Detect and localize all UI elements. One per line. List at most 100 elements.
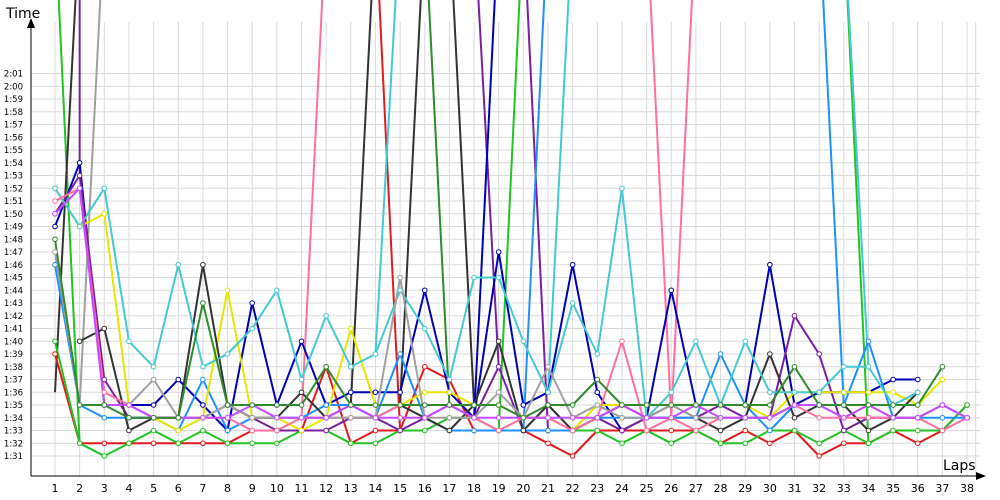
data-point [224, 440, 231, 447]
data-point [446, 376, 453, 383]
data-point [471, 402, 477, 408]
data-point [397, 351, 403, 357]
data-point [865, 363, 872, 370]
y-tick-label: 1:49 [4, 223, 23, 233]
data-point [865, 427, 872, 434]
data-point [841, 389, 847, 396]
data-point [200, 300, 206, 306]
data-point [693, 338, 699, 345]
x-tick-label: 8 [224, 482, 231, 495]
data-point [767, 427, 773, 434]
data-point [101, 389, 108, 396]
series-spike [670, 0, 693, 418]
series-spike [300, 0, 324, 418]
data-point [520, 338, 527, 345]
data-point [52, 210, 58, 217]
x-tick-label: 35 [886, 482, 900, 495]
y-tick-label: 1:43 [4, 299, 23, 309]
x-tick-label: 3 [101, 482, 108, 495]
data-point [890, 414, 896, 421]
data-point [569, 261, 576, 268]
data-point [569, 414, 576, 421]
data-point [693, 427, 699, 434]
data-point [816, 414, 822, 421]
data-point [594, 389, 601, 396]
data-point [126, 338, 132, 345]
data-point [200, 402, 206, 408]
data-point [767, 414, 773, 421]
series-spike [399, 0, 422, 406]
y-tick-label: 1:35 [4, 401, 23, 411]
x-tick-label: 9 [249, 482, 256, 495]
data-point [865, 389, 872, 396]
data-point [249, 300, 255, 306]
y-tick-label: 1:47 [4, 248, 23, 258]
data-point [224, 427, 231, 434]
x-tick-label: 25 [640, 482, 654, 495]
data-point [348, 414, 354, 421]
data-point [619, 185, 625, 192]
data-point [816, 440, 822, 447]
y-tick-label: 1:41 [4, 325, 23, 335]
y-tick-label: 1:45 [4, 274, 23, 284]
data-point [865, 338, 872, 345]
data-point [200, 414, 206, 421]
data-point [939, 427, 946, 434]
data-point [964, 402, 970, 408]
data-point [298, 427, 305, 434]
data-point [348, 440, 354, 447]
data-point [200, 261, 206, 268]
data-point [200, 440, 206, 447]
data-point [495, 249, 502, 255]
y-tick-label: 2:00 [4, 82, 23, 92]
x-tick-label: 17 [442, 482, 456, 495]
data-point [816, 453, 822, 459]
data-point [200, 427, 206, 434]
data-point [446, 402, 453, 408]
data-point [76, 223, 83, 230]
x-tick-label: 32 [812, 482, 826, 495]
data-point [545, 389, 551, 396]
data-point [619, 414, 625, 421]
data-point [791, 312, 798, 319]
data-point [742, 402, 749, 408]
data-point [421, 427, 428, 434]
x-tick-label: 31 [788, 482, 802, 495]
data-point [619, 427, 625, 434]
data-point [249, 414, 255, 421]
data-point [594, 402, 601, 408]
data-point [816, 389, 822, 396]
data-point [76, 338, 83, 345]
data-point [841, 440, 847, 447]
series-spike [477, 0, 500, 367]
y-tick-label: 1:32 [4, 439, 23, 449]
data-point [939, 376, 946, 383]
x-tick-labels: 1 2 3 4 5 6 7 8 9 10 11 12 13 14 15 16 17 18 19 20 21 22 23 24 2… [52, 482, 975, 495]
y-tick-label: 1:56 [4, 133, 23, 143]
data-point [767, 440, 773, 447]
data-point [717, 427, 724, 434]
data-point [914, 376, 921, 383]
data-point [348, 389, 354, 396]
data-point [397, 274, 403, 281]
x-tick-label: 7 [199, 482, 206, 495]
axes [27, 18, 986, 480]
data-point [372, 414, 379, 421]
data-point [323, 427, 329, 434]
series-spike [822, 0, 845, 406]
data-point [298, 402, 305, 408]
data-point [495, 338, 502, 345]
data-point [249, 427, 255, 434]
data-point [150, 402, 157, 408]
series-spike [349, 0, 373, 406]
data-point [495, 427, 502, 434]
data-point [668, 402, 675, 408]
x-tick-label: 34 [861, 482, 875, 495]
data-point [471, 274, 477, 281]
series-line-8 [54, 187, 919, 419]
y-tick-label: 1:37 [4, 376, 23, 386]
x-tick-label: 37 [935, 482, 949, 495]
data-point [668, 287, 675, 294]
data-point [323, 414, 329, 421]
